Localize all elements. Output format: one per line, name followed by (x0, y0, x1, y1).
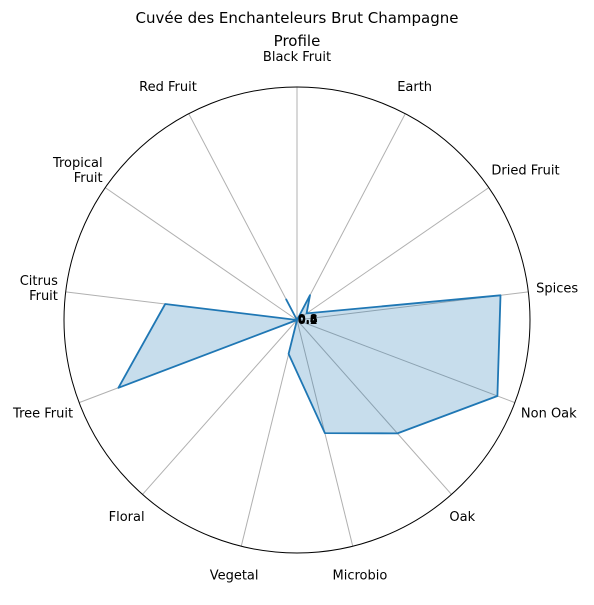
category-label: Earth (397, 80, 432, 95)
grid-spoke (296, 113, 406, 321)
radial-tick-label: 0.8 (298, 312, 318, 325)
category-label: Tropical Fruit (52, 156, 103, 186)
grid-spoke (188, 113, 298, 321)
chart-title-line2: Profile (273, 32, 321, 50)
chart-title-line1: Cuvée des Enchanteleurs Brut Champagne (135, 9, 459, 27)
category-label: Microbio (332, 568, 387, 583)
grid-spoke (296, 187, 490, 321)
grid-spoke (296, 319, 452, 495)
radial-tick-label: 0.6 (298, 313, 318, 326)
category-label: Red Fruit (139, 80, 197, 95)
category-label: Oak (449, 510, 475, 525)
radial-tick-label: 0.2 (298, 314, 318, 327)
grid-spoke (240, 319, 298, 547)
category-label: Floral (109, 510, 145, 525)
category-label: Tree Fruit (12, 406, 73, 421)
outer-frame (63, 86, 531, 554)
category-label: Non Oak (521, 406, 577, 421)
category-label: Dried Fruit (491, 164, 559, 179)
series-area (117, 294, 502, 435)
grid-spoke (296, 319, 516, 404)
grid-spoke (104, 187, 298, 321)
radial-tick-label: 0.4 (298, 313, 318, 326)
category-label: Spices (536, 281, 578, 296)
category-label: Black Fruit (263, 50, 331, 65)
grid-spoke (142, 319, 298, 495)
category-label: Vegetal (210, 568, 259, 583)
category-label: Citrus Fruit (20, 274, 58, 304)
